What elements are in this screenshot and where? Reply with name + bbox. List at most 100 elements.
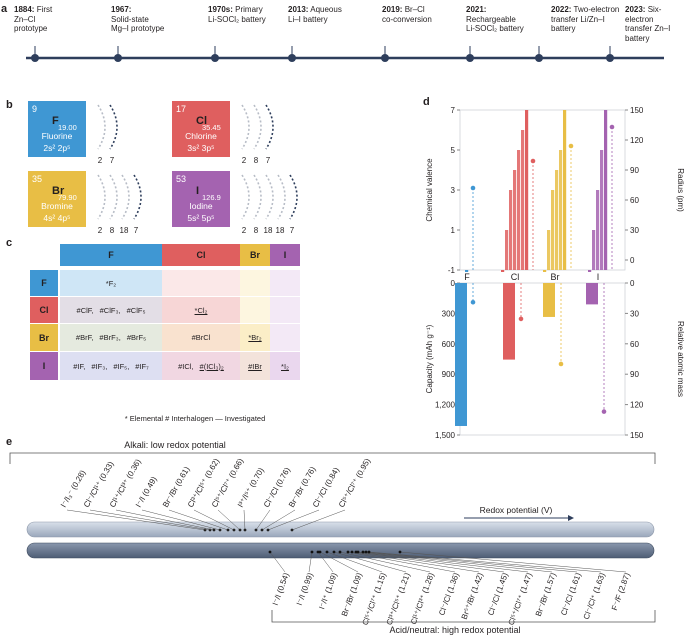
electron-shell-arc <box>265 104 274 150</box>
redox-marker <box>232 528 236 532</box>
y2-tick-label: 150 <box>630 106 644 115</box>
redox-leader <box>326 551 383 573</box>
timeline-year: 2023: <box>625 5 646 14</box>
y-axis-label: Capacity (mAh g⁻¹) <box>425 324 434 393</box>
valence-bar-i <box>596 190 600 270</box>
shell-electron-count: 7 <box>134 226 139 235</box>
element-name: Fluorine <box>41 131 73 141</box>
electron-config: 5s² 5p⁵ <box>187 213 215 223</box>
y-tick-label: 5 <box>451 146 456 155</box>
y2-tick-label: 150 <box>630 431 644 440</box>
redox-couple-bottom: Cl¹⁺/Cl³⁺ (1.28) <box>409 571 436 625</box>
redox-marker <box>316 550 320 554</box>
electron-shell-arc <box>109 174 118 220</box>
table-cell <box>270 352 300 380</box>
category-label: Cl <box>511 272 520 282</box>
compound: #ClF₅ <box>126 305 146 315</box>
row-header-i: I <box>30 352 58 380</box>
timeline-text-2: transfer Zn–I <box>625 24 671 33</box>
element-tile-cl: 17 Cl 35.45 Chlorine 3s² 3p⁵ <box>172 101 230 157</box>
alkali-title: Alkali: low redox potential <box>124 440 226 450</box>
redox-leader <box>357 551 529 573</box>
redox-marker <box>243 528 247 532</box>
redox-marker <box>350 550 354 554</box>
valence-bar-br <box>547 230 551 270</box>
shell-electron-count: 2 <box>98 156 103 165</box>
valence-bar-cl <box>517 150 521 270</box>
timeline-dot <box>211 54 219 62</box>
electron-config: 4s² 4p⁵ <box>43 213 71 223</box>
electron-shell-arc <box>277 174 286 220</box>
y2-tick-label: 0 <box>630 279 635 288</box>
timeline-text-1: Br–Cl <box>402 5 425 14</box>
timeline-event-7: 2022: Two-electron transfer Li/Zn–I batter… <box>551 5 619 34</box>
redox-couple-bottom: Br⁻/Br (1.09) <box>340 571 364 617</box>
y-tick-label: 900 <box>442 370 456 379</box>
timeline-year: 1970s: <box>208 5 233 14</box>
table-cell <box>270 270 300 296</box>
atomic-mass: 79.90 <box>58 193 77 202</box>
timeline-year: 2013: <box>288 5 309 14</box>
element-name: Chlorine <box>185 131 217 141</box>
compound: #BrCl <box>191 333 211 342</box>
y-axis-label: Chemical valence <box>425 158 434 222</box>
capacity-bar-br <box>543 283 555 317</box>
col-header-i: I <box>270 244 300 266</box>
redox-leader <box>255 509 271 531</box>
element-symbol: Br <box>52 185 65 197</box>
redox-couple-bottom: Cl⁻/Cl (1.36) <box>437 571 461 616</box>
y-tick-label: 600 <box>442 340 456 349</box>
timeline-dot <box>114 54 122 62</box>
atomic-number: 17 <box>176 104 187 114</box>
table-cell <box>60 270 162 296</box>
element-tile-i: 53 I 126.9 Iodine 5s² 5p⁵ <box>172 171 230 227</box>
shell-electron-count: 18 <box>120 226 129 235</box>
redox-leader <box>362 551 553 573</box>
mass-point-f <box>470 299 476 305</box>
redox-leader <box>168 509 229 531</box>
redox-leader <box>317 551 334 573</box>
element-name: Bromine <box>41 201 73 211</box>
timeline-event-2: 1967: Solid-state Mg–I prototype <box>111 5 164 34</box>
redox-couple-top: I³⁺/I⁵⁺ (0.70) <box>236 466 266 509</box>
table-cell <box>162 352 240 380</box>
table-cell <box>240 324 270 351</box>
timeline-text-1: Primary <box>232 5 263 14</box>
compound: #ClF, <box>76 305 94 315</box>
acid-title: Acid/neutral: high redox potential <box>389 625 520 635</box>
redox-couple-bottom: Cl⁵⁺/Cl⁷⁺ (1.15) <box>361 571 388 626</box>
panel-label-c: c <box>6 237 13 249</box>
redox-leader <box>243 509 246 531</box>
redox-leader <box>261 509 296 531</box>
redox-couple-bottom: Cl⁻/Cl (1.45) <box>486 571 510 616</box>
timeline-dot <box>381 54 389 62</box>
atomic-number: 9 <box>32 104 38 114</box>
redox-marker <box>290 528 294 532</box>
alkali-bracket <box>9 452 656 464</box>
timeline-text-1: First <box>34 5 53 14</box>
arrow-head-icon <box>568 515 574 521</box>
element-name: Iodine <box>189 201 213 211</box>
cell-i_br: #IBr <box>240 352 270 380</box>
shell-electron-count: 8 <box>254 226 259 235</box>
redox-leader <box>115 509 215 531</box>
timeline-text-2: transfer Li/Zn–I <box>551 14 605 24</box>
mass-point-cl <box>518 316 524 322</box>
valence-bar-br <box>543 270 547 272</box>
valence-bar-cl <box>525 110 529 270</box>
redox-marker <box>325 550 329 554</box>
mass-point-i <box>601 409 607 414</box>
timeline-text-3: Mg–I prototype <box>111 24 165 33</box>
y-tick-label: 1,500 <box>435 431 456 440</box>
compound: #IBr <box>248 361 262 371</box>
compound: #ClF₃, <box>99 305 121 315</box>
y-tick-label: -1 <box>448 266 456 275</box>
redox-couple-bottom: Cl⁵⁺/Cl⁷⁺ (1.47) <box>507 571 534 626</box>
redox-leader <box>217 509 241 531</box>
y-tick-label: 3 <box>451 186 456 195</box>
cell-br_cl: #BrCl <box>162 324 240 351</box>
element-symbol: F <box>52 115 59 127</box>
timeline-text-2: Li–I battery <box>288 14 328 24</box>
redox-marker <box>310 550 314 554</box>
redox-couple-bottom: I⁻/I (0.99) <box>295 571 315 606</box>
